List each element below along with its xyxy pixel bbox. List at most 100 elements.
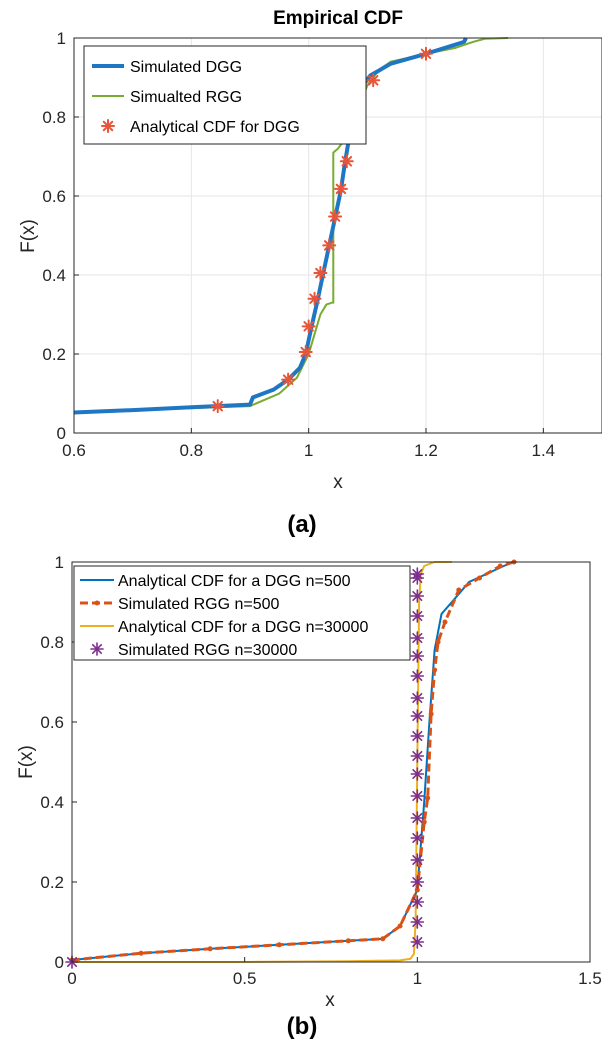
chart-b-simulated-30000-point (410, 729, 425, 743)
legend-a-analytical-swatch (101, 119, 115, 133)
chart-b-simulated-500-point (138, 950, 144, 956)
chart-a-analytical-point (339, 154, 354, 169)
chart-b-simulated-30000-point (410, 567, 425, 581)
chart-b-simulated-30000-point (410, 631, 425, 645)
chart-b: 0 0.5 1 1.5 0 0.2 0.4 0.6 0.8 1 x F(x) Analytical… (16, 553, 602, 1040)
chart-a-analytical-point (366, 73, 381, 88)
chart-b-simulated-30000-point (410, 767, 425, 781)
chart-b-simulated-30000-point (410, 895, 425, 909)
chart-b-simulated-30000-point (410, 915, 425, 929)
legend-b-simulated-500: Simulated RGG n=500 (118, 596, 280, 613)
chart-b-simulated-500-point (497, 563, 503, 569)
chart-a: Empirical CDF 0.6 0.8 1 1.2 1.4 0 0.2 0.4 0.6 0.8… (18, 8, 602, 538)
chart-a-xtick-label: 1.4 (532, 441, 556, 460)
chart-b-xtick-label: 0 (67, 969, 76, 988)
chart-b-simulated-500-point (476, 575, 482, 581)
legend-a-analytical-marker (101, 119, 115, 133)
chart-a-xtick-label: 0.6 (62, 441, 86, 460)
panel-a-label: (a) (287, 511, 316, 538)
chart-b-simulated-30000-point (410, 609, 425, 623)
chart-a-legend-box (83, 45, 367, 145)
legend-b-simulated-30000-marker (90, 642, 104, 656)
chart-b-simulated-500-point (414, 887, 420, 893)
chart-b-simulated-500-point (207, 946, 213, 952)
chart-b-simulated-30000-point (410, 691, 425, 705)
legend-b-simulated-500-marker (94, 600, 100, 606)
legend-a-analytical-cdf: Analytical CDF for DGG (130, 119, 300, 136)
legend-a-simulated-dgg: Simulated DGG (130, 59, 242, 76)
chart-a-analytical-point (281, 372, 296, 387)
chart-b-simulated-500-point (380, 936, 386, 942)
panel-b-label: (b) (287, 1013, 318, 1040)
chart-a-xtick-label: 1 (304, 441, 313, 460)
chart-b-ytick-label: 0.8 (40, 633, 64, 652)
chart-b-simulated-500-point (428, 711, 434, 717)
chart-b-xtick-label: 1 (413, 969, 422, 988)
chart-a-ticks: 0.6 0.8 1 1.2 1.4 0 0.2 0.4 0.6 0.8 1 (42, 29, 555, 460)
chart-b-series (65, 559, 517, 969)
chart-b-series-simulated-500-line (71, 560, 515, 962)
chart-a-xlabel: x (333, 472, 343, 493)
chart-b-ticks: 0 0.5 1 1.5 0 0.2 0.4 0.6 0.8 1 (40, 553, 601, 988)
legend-b-analytical-500: Analytical CDF for a DGG n=500 (118, 573, 351, 590)
chart-b-simulated-500-point (432, 667, 438, 673)
chart-b-simulated-500-point (435, 639, 441, 645)
chart-b-simulated-500-point (276, 942, 282, 948)
chart-a-analytical-point (322, 238, 337, 253)
chart-b-simulated-30000-point (410, 649, 425, 663)
chart-a-axes-box (73, 37, 602, 434)
chart-b-xtick-label: 1.5 (578, 969, 602, 988)
chart-b-ytick-label: 1 (55, 553, 64, 572)
chart-b-simulated-30000-point (410, 811, 425, 825)
chart-a-ytick-label: 0.8 (42, 108, 66, 127)
chart-b-simulated-30000-point (410, 709, 425, 723)
chart-b-simulated-30000-point (410, 875, 425, 889)
chart-a-analytical-point (307, 291, 322, 306)
chart-a-analytical-point (333, 181, 348, 196)
chart-b-simulated-500-point (442, 619, 448, 625)
chart-b-simulated-500-point (456, 587, 462, 593)
chart-a-title: Empirical CDF (273, 8, 403, 29)
chart-a-ytick-label: 0.4 (42, 266, 66, 285)
chart-b-legend-box (73, 565, 411, 661)
chart-b-simulated-30000-point (410, 831, 425, 845)
chart-b-simulated-30000-point (410, 589, 425, 603)
chart-b-legend: Analytical CDF for a DGG n=500 Simulated… (73, 565, 411, 661)
legend-b-simulated-30000: Simulated RGG n=30000 (118, 642, 297, 659)
chart-b-simulated-30000-point (410, 789, 425, 803)
chart-a-analytical-point (313, 266, 328, 281)
chart-a-ytick-label: 0 (57, 424, 66, 443)
chart-b-ytick-label: 0.2 (40, 873, 64, 892)
chart-a-ytick-label: 0.6 (42, 187, 66, 206)
chart-b-simulated-30000-point (410, 669, 425, 683)
chart-a-xtick-label: 1.2 (414, 441, 438, 460)
chart-a-ytick-label: 1 (57, 29, 66, 48)
chart-a-ylabel: F(x) (18, 219, 39, 253)
chart-a-ytick-label: 0.2 (42, 345, 66, 364)
chart-a-analytical-point (301, 319, 316, 334)
chart-b-simulated-500-point (345, 938, 351, 944)
chart-a-analytical-point (419, 46, 433, 61)
legend-a-simulated-rgg: Simualted RGG (130, 89, 242, 106)
chart-b-xtick-label: 0.5 (233, 969, 257, 988)
chart-b-ytick-label: 0.4 (40, 793, 64, 812)
chart-b-ytick-label: 0.6 (40, 713, 64, 732)
legend-b-simulated-30000-swatch (90, 642, 104, 656)
chart-b-ytick-label: 0 (55, 953, 64, 972)
chart-a-legend: Simulated DGG Simualted RGG Analytical C… (83, 45, 367, 145)
chart-b-simulated-30000-point (410, 935, 425, 949)
legend-b-analytical-30000: Analytical CDF for a DGG n=30000 (118, 619, 368, 636)
chart-a-analytical-point (210, 399, 225, 414)
chart-b-axes-box (71, 561, 591, 963)
chart-a-xtick-label: 0.8 (180, 441, 204, 460)
chart-b-simulated-30000-point (410, 853, 425, 867)
chart-b-simulated-500-point (425, 795, 431, 801)
chart-b-simulated-500-point (397, 923, 403, 929)
chart-b-simulated-30000-point (410, 749, 425, 763)
chart-a-analytical-point (298, 345, 313, 360)
chart-b-simulated-500-point (421, 819, 427, 825)
chart-a-analytical-point (328, 209, 343, 224)
chart-b-ylabel: F(x) (16, 745, 37, 779)
chart-b-xlabel: x (325, 990, 335, 1011)
